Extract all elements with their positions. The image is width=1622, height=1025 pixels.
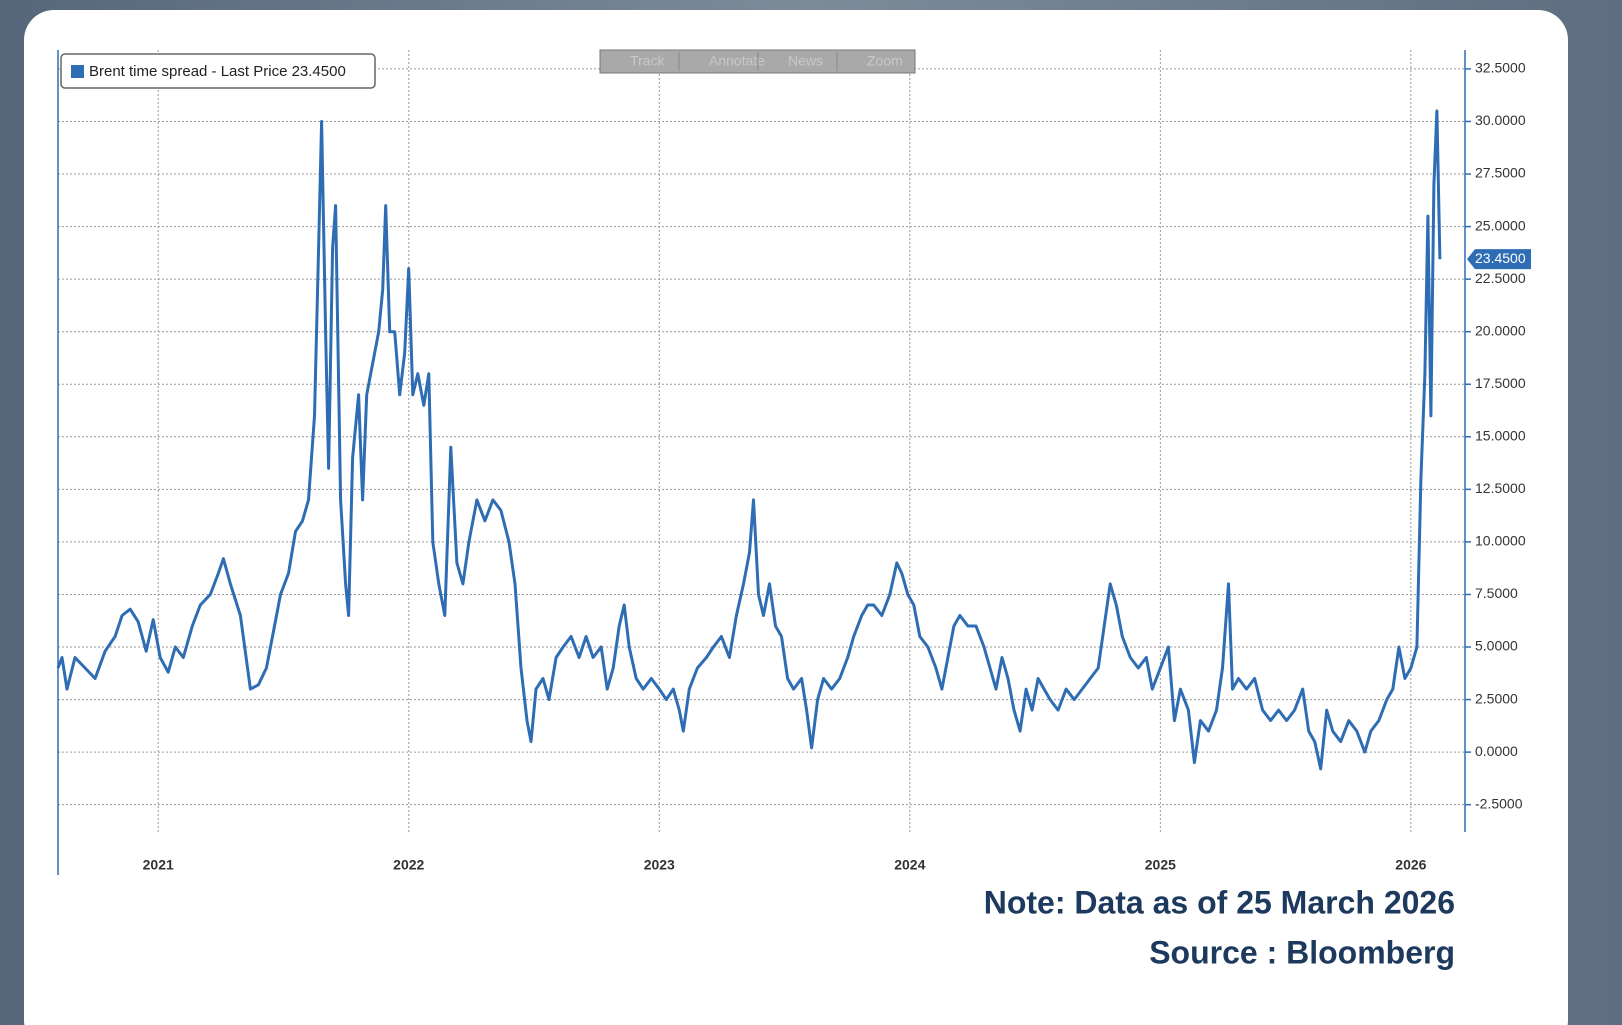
x-tick-label: 2025 (1145, 857, 1176, 873)
legend-swatch (71, 65, 84, 78)
y-tick-label: -2.5000 (1475, 795, 1523, 811)
grid (58, 50, 1465, 832)
y-tick-label: 20.0000 (1475, 322, 1526, 338)
y-tick-label: 17.5000 (1475, 375, 1526, 391)
x-tick-label: 2024 (894, 857, 925, 873)
x-tick-label: 2023 (644, 857, 675, 873)
y-tick-label: 27.5000 (1475, 165, 1526, 181)
data-line (56, 109, 1442, 771)
toolbar-button: Annotate (709, 53, 765, 69)
source: Source : Bloomberg (1149, 934, 1455, 970)
y-tick-label: 32.5000 (1475, 60, 1526, 76)
y-tick-label: 30.0000 (1475, 112, 1526, 128)
y-tick-label: 2.5000 (1475, 690, 1518, 706)
x-tick-label: 2026 (1395, 857, 1426, 873)
x-tick-label: 2021 (143, 857, 174, 873)
toolbar: Track Annotate News Zoom (599, 49, 916, 74)
last-price-tag (1467, 249, 1531, 270)
toolbar-button: Zoom (867, 53, 903, 69)
y-tick-label: 7.5000 (1475, 585, 1518, 601)
note: Note: Data as of 25 March 2026 (984, 884, 1455, 920)
legend-label: Brent time spread - Last Price 23.4500 (89, 63, 346, 80)
plot-area (58, 50, 1465, 832)
legend: Brent time spread - Last Price 23.4500 (60, 53, 376, 89)
last-price-label: 23.4500 (1475, 250, 1526, 266)
x-tick-label: 2022 (393, 857, 424, 873)
y-tick-label: 10.0000 (1475, 533, 1526, 549)
toolbar-button: News (788, 53, 823, 69)
y-tick-label: 25.0000 (1475, 217, 1526, 233)
toolbar-button: Track (630, 53, 665, 69)
y-tick-label: 5.0000 (1475, 638, 1518, 654)
y-tick-label: 15.0000 (1475, 427, 1526, 443)
y-tick-label: 0.0000 (1475, 743, 1518, 759)
y-tick-label: 22.5000 (1475, 270, 1526, 286)
y-tick-label: 12.5000 (1475, 480, 1526, 496)
legend-box (60, 53, 376, 89)
